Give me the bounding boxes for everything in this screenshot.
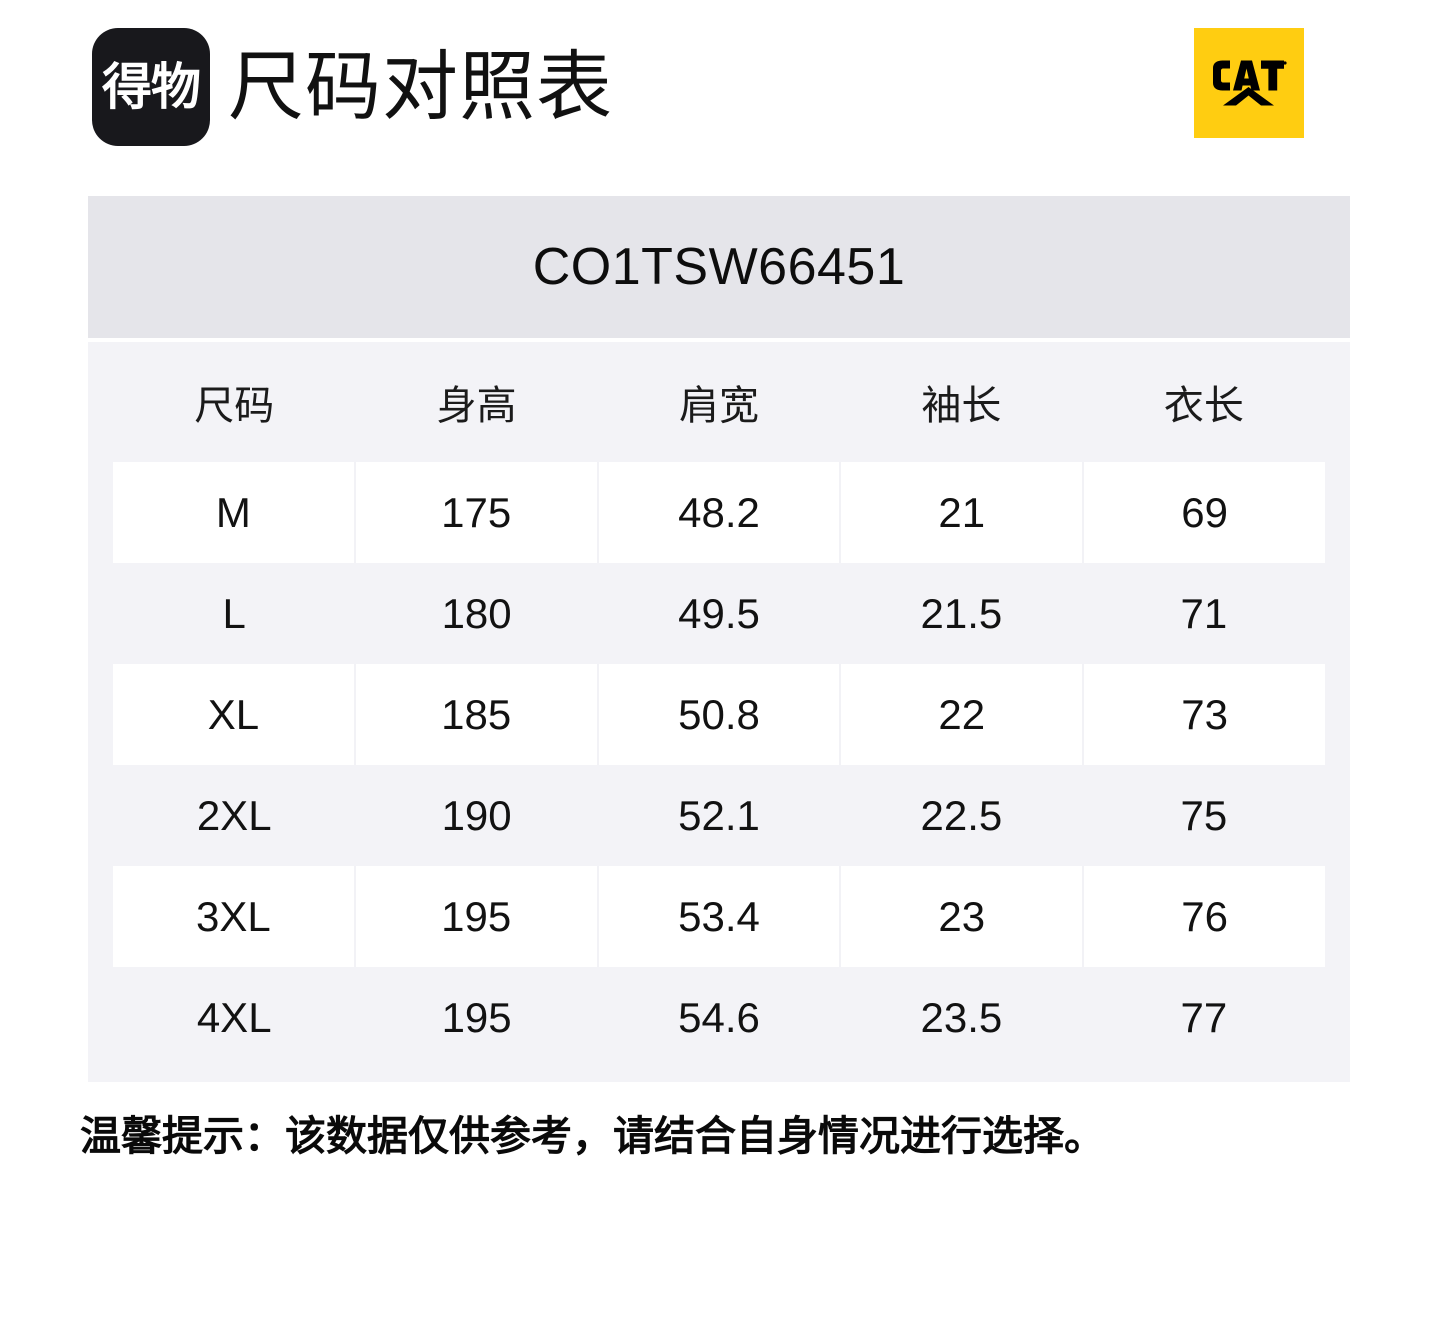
cell-height: 195 (353, 866, 597, 967)
row-pad-right (1325, 866, 1350, 967)
cell-sleeve: 22 (839, 664, 1082, 765)
size-chart-table: CO1TSW66451 尺码 身高 肩宽 袖长 衣长 M 175 48.2 21… (88, 196, 1350, 1082)
table-row: 4XL 195 54.6 23.5 77 (88, 967, 1350, 1068)
cell-length: 77 (1180, 993, 1228, 1041)
cat-wordmark (1211, 60, 1287, 106)
cell-length: 69 (1082, 462, 1325, 563)
row-pad-right (1325, 967, 1350, 1068)
cell-shoulder: 50.8 (596, 664, 840, 765)
header-cells: 尺码 身高 肩宽 袖长 衣长 (113, 342, 1325, 462)
row-pad-right (1325, 563, 1350, 664)
cell-sleeve: 23 (839, 866, 1082, 967)
row-pad-left (88, 967, 113, 1068)
column-header-sleeve: 袖长 (921, 383, 1002, 429)
cell-shoulder: 48.2 (596, 462, 840, 563)
row-cells: 3XL 195 53.4 23 76 (113, 866, 1325, 967)
cell-size: 3XL (196, 892, 271, 940)
disclaimer-note: 温馨提示：该数据仅供参考，请结合自身情况进行选择。 (80, 1112, 1105, 1160)
row-pad-left (88, 664, 113, 765)
column-header-length: 衣长 (1163, 383, 1244, 429)
table-header-row: 尺码 身高 肩宽 袖长 衣长 (88, 342, 1350, 462)
dewu-logo-text: 得物 (102, 58, 201, 116)
row-cells: 4XL 195 54.6 23.5 77 (113, 967, 1325, 1068)
cell-shoulder: 54.6 (678, 993, 760, 1041)
row-pad-left (88, 563, 113, 664)
row-pad-left (88, 462, 113, 563)
page-title: 尺码对照表 (228, 42, 613, 131)
column-header-shoulder: 肩宽 (679, 383, 760, 429)
row-pad-left (88, 342, 113, 462)
cell-size: 2XL (196, 791, 272, 839)
cell-height: 185 (353, 664, 597, 765)
row-pad-left (88, 765, 113, 866)
column-header-size: 尺码 (194, 383, 275, 429)
product-code: CO1TSW66451 (532, 238, 906, 296)
cell-shoulder: 49.5 (678, 589, 760, 637)
page-header: 得物 尺码对照表 (0, 0, 1443, 170)
table-row: L 180 49.5 21.5 71 (88, 563, 1350, 664)
cell-size: 4XL (196, 993, 272, 1041)
row-cells: L 180 49.5 21.5 71 (113, 563, 1325, 664)
cell-shoulder: 52.1 (678, 791, 760, 839)
row-pad-left (88, 866, 113, 967)
cell-length: 76 (1082, 866, 1325, 967)
table-row: XL 185 50.8 22 73 (88, 664, 1350, 765)
cell-shoulder: 53.4 (596, 866, 840, 967)
cell-height: 190 (441, 791, 512, 839)
table-row: 2XL 190 52.1 22.5 75 (88, 765, 1350, 866)
column-header-height: 身高 (436, 383, 517, 429)
row-cells: XL 185 50.8 22 73 (113, 664, 1325, 765)
band-divider (88, 338, 1350, 342)
table-bottom-padding (88, 1068, 1350, 1082)
cell-sleeve: 22.5 (920, 791, 1003, 839)
cat-brand-logo-icon (1194, 28, 1304, 138)
row-pad-right (1325, 664, 1350, 765)
cell-length: 73 (1082, 664, 1325, 765)
row-cells: M 175 48.2 21 69 (113, 462, 1325, 563)
product-code-band: CO1TSW66451 (88, 196, 1350, 338)
cell-size: L (222, 589, 246, 637)
cell-length: 75 (1180, 791, 1228, 839)
table-row: 3XL 195 53.4 23 76 (88, 866, 1350, 967)
dewu-logo-icon: 得物 (92, 28, 210, 146)
row-cells: 2XL 190 52.1 22.5 75 (113, 765, 1325, 866)
cell-height: 195 (441, 993, 512, 1041)
cell-sleeve: 21 (839, 462, 1082, 563)
cell-length: 71 (1180, 589, 1228, 637)
table-row: M 175 48.2 21 69 (88, 462, 1350, 563)
row-pad-right (1325, 342, 1350, 462)
cell-height: 180 (441, 589, 512, 637)
brand-group: 得物 尺码对照表 (92, 28, 613, 146)
cell-size: XL (207, 690, 260, 738)
cell-height: 175 (353, 462, 597, 563)
cell-sleeve: 23.5 (920, 993, 1003, 1041)
row-pad-right (1325, 462, 1350, 563)
cell-size: M (215, 488, 251, 536)
row-pad-right (1325, 765, 1350, 866)
cell-sleeve: 21.5 (920, 589, 1003, 637)
